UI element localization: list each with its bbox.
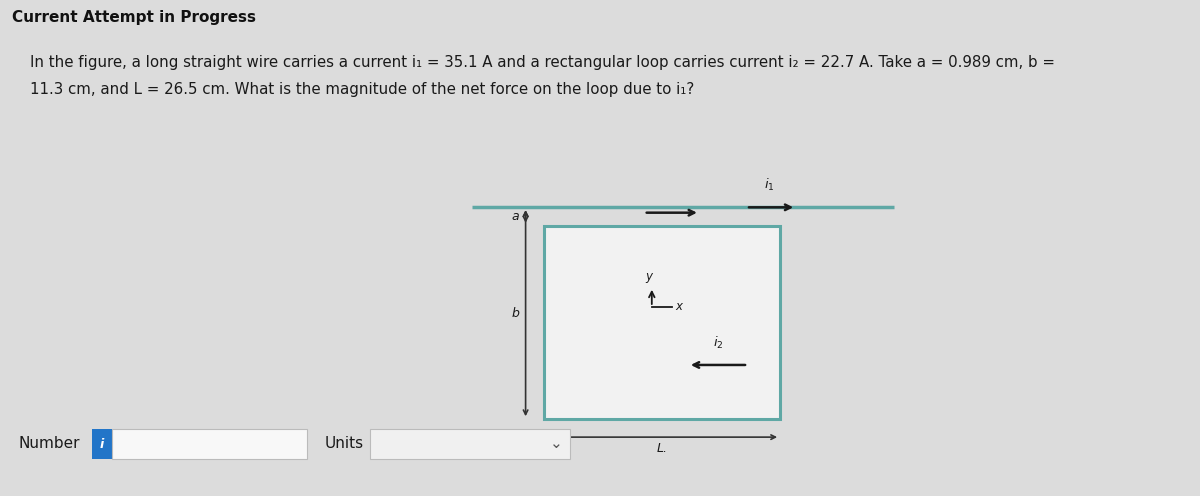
Text: $i_2$: $i_2$	[713, 335, 724, 351]
Text: Units: Units	[325, 436, 364, 451]
Text: Current Attempt in Progress: Current Attempt in Progress	[12, 10, 256, 25]
Text: x: x	[676, 301, 683, 313]
Bar	[370, 429, 570, 459]
Bar	[112, 429, 307, 459]
Text: In the figure, a long straight wire carries a current i₁ = 35.1 A and a rectangu: In the figure, a long straight wire carr…	[30, 55, 1055, 70]
Text: a: a	[512, 210, 520, 223]
Bar	[92, 429, 112, 459]
Text: $i_1$: $i_1$	[763, 177, 774, 193]
Text: b: b	[511, 307, 520, 320]
Text: i: i	[100, 437, 104, 450]
Bar	[544, 226, 780, 419]
Text: Number: Number	[18, 436, 79, 451]
Text: L.: L.	[656, 442, 667, 455]
Text: 11.3 cm, and L = 26.5 cm. What is the magnitude of the net force on the loop due: 11.3 cm, and L = 26.5 cm. What is the ma…	[30, 82, 695, 97]
Text: ⌄: ⌄	[550, 436, 563, 451]
Text: y: y	[646, 270, 653, 283]
